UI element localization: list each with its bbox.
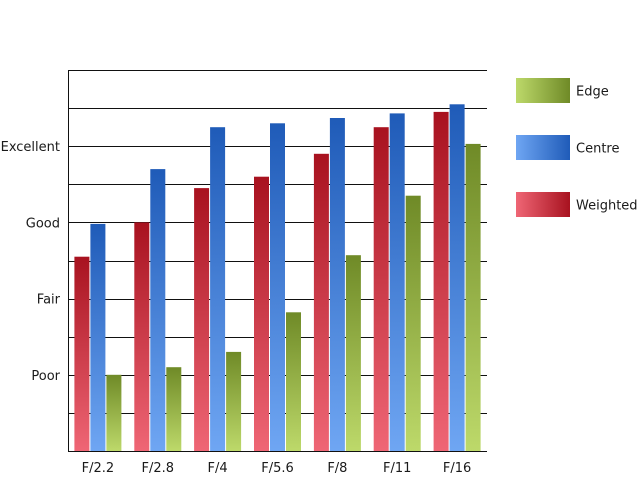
y-tick-label-fair: Fair [37,293,61,308]
x-tick-label-f-5-6: F/5.6 [261,461,294,476]
bar-centre-f-4 [210,127,226,451]
legend-item-weighted: Weighted [516,192,638,217]
x-tick-label-f-2-2: F/2.2 [82,461,115,476]
bar-weighted-f-4 [194,188,210,451]
x-tick-label-f-8: F/8 [327,461,347,476]
bar-edge-f-2-2 [106,374,122,451]
bar-centre-f-8 [329,118,345,451]
bar-edge-f-11 [405,195,421,451]
bar-edge-f-5-6 [286,312,301,451]
bar-centre-f-2-2 [90,223,106,451]
axes [68,70,487,452]
bar-centre-f-2-8 [150,169,166,451]
bar-edge-f-2-8 [166,367,182,451]
bar-centre-f-5-6 [270,123,285,452]
bar-weighted-f-11 [373,127,389,451]
bar-centre-f-16 [449,104,465,452]
x-tick-label-f-4: F/4 [208,461,228,476]
bar-edge-f-4 [226,351,242,451]
legend-label-edge: Edge [576,85,609,100]
bar-centre-f-11 [389,113,405,452]
bar-weighted-f-2-2 [74,256,90,451]
bar-weighted-f-8 [313,153,329,452]
x-tick-label-f-16: F/16 [443,461,471,476]
bar-edge-f-8 [345,255,361,451]
tick-labels: Poor Fair Good Excellent F/2.2 F/2.8 F/4 F/5.6 F… [1,140,472,476]
bars [74,104,481,452]
legend-item-centre: Centre [516,135,619,160]
x-tick-label-f-11: F/11 [383,461,411,476]
y-tick-label-good: Good [26,216,60,231]
legend-swatch-edge [516,78,570,103]
y-tick-label-poor: Poor [31,369,60,384]
legend: Edge Centre Weighted [516,78,638,217]
x-tick-label-f-2-8: F/2.8 [142,461,175,476]
bar-edge-f-16 [465,143,481,451]
legend-label-weighted: Weighted [576,199,638,214]
legend-swatch-weighted [516,192,570,217]
legend-swatch-centre [516,135,570,160]
legend-item-edge: Edge [516,78,609,103]
bar-weighted-f-16 [433,111,449,452]
bar-weighted-f-2-8 [134,222,150,451]
bar-weighted-f-5-6 [254,176,269,451]
legend-label-centre: Centre [576,142,619,157]
y-tick-label-excellent: Excellent [1,140,60,155]
